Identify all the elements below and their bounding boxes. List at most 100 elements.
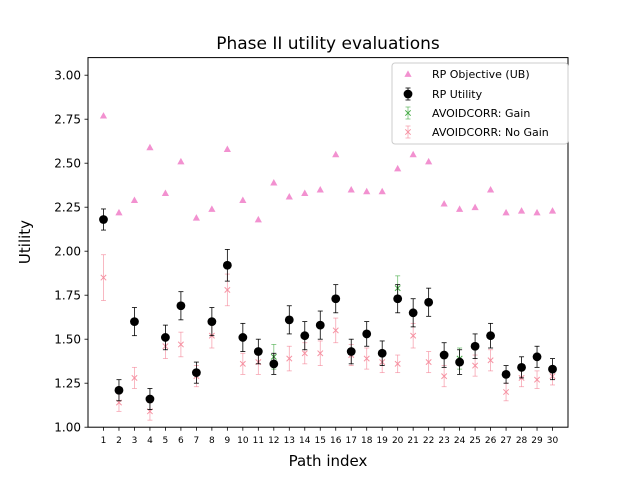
rp-objective-marker: [471, 203, 479, 211]
rp-objective-marker: [440, 200, 448, 207]
x-tick-label: 22: [423, 436, 434, 446]
legend-label: AVOIDCORR: No Gain: [432, 126, 549, 139]
x-tick-label: 23: [438, 436, 449, 446]
rp-objective-marker: [254, 215, 262, 223]
y-tick-label: 1.50: [54, 333, 81, 347]
rp-objective-marker: [285, 193, 293, 200]
x-tick-label: 16: [330, 436, 342, 446]
x-tick-label: 15: [315, 436, 326, 446]
legend-marker-no-gain: [404, 128, 412, 136]
rp-utility-marker: [439, 350, 449, 360]
rp-utility-marker: [532, 352, 542, 362]
rp-objective-marker: [363, 187, 371, 195]
rp-utility-marker: [393, 294, 403, 304]
rp-utility-marker: [284, 315, 294, 325]
no-gain-marker: [224, 286, 231, 293]
x-tick-label: 13: [284, 436, 295, 446]
rp-objective-marker: [548, 207, 557, 214]
rp-utility-marker: [300, 331, 310, 341]
x-tick-label: 5: [163, 436, 169, 446]
rp-utility-marker: [99, 215, 108, 224]
x-tick-label: 24: [454, 436, 466, 446]
x-tick-label: 20: [392, 436, 404, 446]
no-gain-marker: [286, 355, 293, 362]
x-tick-label: 3: [132, 436, 138, 446]
x-tick-label: 25: [469, 436, 480, 446]
plot-area: [99, 112, 557, 421]
rp-utility-marker: [501, 370, 511, 379]
no-gain-marker: [317, 350, 324, 357]
y-tick-label: 3.00: [54, 69, 81, 83]
rp-utility-marker: [424, 297, 434, 307]
x-tick-label: 19: [376, 436, 388, 446]
no-gain-marker: [503, 388, 510, 396]
rp-utility-marker: [486, 331, 495, 341]
rp-objective-marker: [409, 150, 417, 158]
x-tick-label: 8: [209, 436, 215, 446]
rp-utility-marker: [114, 385, 124, 395]
x-tick-label: 14: [299, 436, 311, 446]
y-tick-label: 2.75: [54, 113, 81, 127]
rp-objective-marker: [517, 207, 526, 214]
rp-utility-marker: [517, 362, 526, 372]
legend-label: RP Utility: [432, 88, 483, 101]
rp-utility-marker: [346, 347, 356, 356]
x-tick-label: 21: [407, 436, 418, 446]
rp-utility-marker: [377, 348, 387, 358]
legend-marker-gain: [404, 109, 412, 117]
rp-utility-marker: [207, 317, 217, 326]
rp-objective-marker: [146, 143, 154, 151]
rp-objective-marker: [270, 178, 278, 186]
axis-ticks: 1 2 3 4 5 6 7 8 9 10 11 12 13 14 15 16 17 18 19 20 21 22 23 24 2…: [54, 69, 558, 447]
no-gain-marker: [100, 274, 107, 281]
rp-utility-marker: [130, 317, 139, 326]
x-tick-label: 11: [253, 436, 264, 446]
no-gain-marker: [472, 362, 479, 369]
x-tick-label: 18: [361, 436, 373, 446]
rp-objective-marker: [533, 208, 541, 216]
legend-marker-rp-objective: [404, 70, 412, 77]
legend-marker-rp-utility: [403, 89, 413, 99]
x-tick-label: 10: [237, 436, 249, 446]
no-gain-marker: [394, 360, 401, 367]
legend: RP Objective (UB) RP Utility AVOIDCORR: Ga…: [391, 62, 569, 145]
x-tick-label: 12: [268, 436, 279, 446]
rp-objective-marker: [115, 208, 123, 216]
x-tick-label: 6: [178, 436, 184, 446]
rp-utility-marker: [331, 294, 341, 304]
no-gain-marker: [487, 357, 494, 364]
rp-utility-marker: [455, 357, 465, 367]
x-tick-label: 9: [224, 436, 230, 446]
rp-objective-marker: [208, 205, 216, 212]
y-tick-label: 1.25: [54, 377, 81, 391]
y-tick-label: 2.50: [54, 157, 81, 171]
series-rp-objective: [99, 112, 557, 223]
no-gain-marker: [332, 327, 339, 334]
x-tick-label: 27: [500, 436, 511, 446]
series-rp-utility: [99, 208, 557, 411]
x-tick-label: 1: [101, 436, 107, 446]
y-tick-label: 1.75: [54, 289, 81, 303]
rp-objective-marker: [486, 186, 495, 193]
rp-utility-marker: [191, 368, 201, 378]
rp-objective-marker: [347, 186, 355, 193]
legend-label: RP Objective (UB): [432, 68, 530, 81]
x-axis-label: Path index: [289, 452, 368, 470]
x-tick-label: 17: [345, 436, 356, 446]
rp-objective-marker: [425, 157, 433, 165]
rp-utility-marker: [145, 394, 155, 404]
rp-utility-marker: [470, 341, 480, 351]
no-gain-marker: [177, 341, 184, 348]
axes-frame: [87, 57, 569, 428]
no-gain-marker: [410, 332, 417, 339]
rp-objective-marker: [130, 196, 139, 204]
rp-objective-marker: [394, 164, 402, 172]
rp-objective-marker: [301, 189, 309, 196]
rp-objective-marker: [223, 145, 231, 152]
no-gain-marker: [533, 376, 541, 383]
rp-utility-marker: [315, 320, 325, 330]
x-tick-label: 26: [485, 436, 497, 446]
rp-utility-marker: [548, 364, 557, 374]
rp-utility-marker: [362, 329, 372, 339]
x-tick-label: 2: [116, 436, 122, 446]
